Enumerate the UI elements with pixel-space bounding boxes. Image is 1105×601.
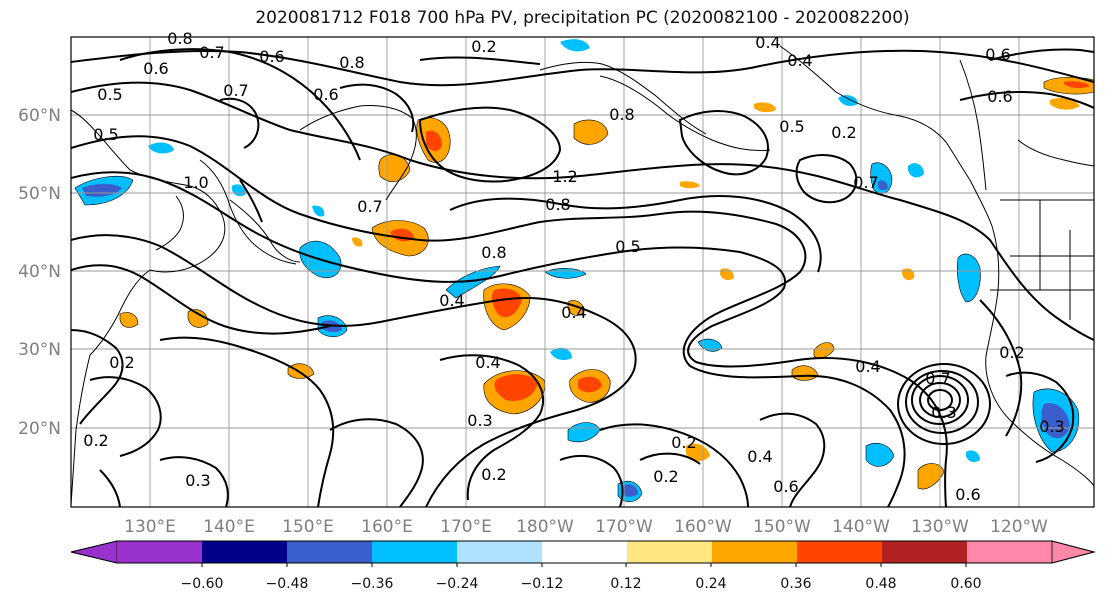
longitude-tick-label: 160°W — [674, 517, 732, 537]
colorbar-tick-labels: −0.60 −0.48 −0.36 −0.24 −0.12 0.12 0.24 0.36 0.4… — [181, 563, 982, 592]
contour-label: 0.4 — [475, 353, 500, 372]
contour-label: 0.4 — [747, 447, 772, 466]
colorbar-extend-min — [70, 540, 118, 564]
contour-label: 0.8 — [609, 105, 634, 124]
contour-label: 0.7 — [853, 173, 878, 192]
contour-label: 0.4 — [561, 303, 586, 322]
colorbar-swatch — [627, 541, 712, 563]
colorbar-swatch — [797, 541, 882, 563]
contour-label: 0.2 — [471, 37, 496, 56]
colorbar-tick-label: −0.48 — [266, 576, 309, 592]
precip-shading — [74, 39, 1094, 503]
colorbar-swatch — [457, 541, 542, 563]
contour-label: 1.0 — [183, 173, 208, 192]
latitude-tick-labels: 60°N 50°N 40°N 30°N 20°N — [18, 106, 61, 439]
contour-label: 0.2 — [83, 431, 108, 450]
contour-label: 0.4 — [439, 291, 464, 310]
contour-label: 0.7 — [925, 369, 950, 388]
colorbar-tick-label: 0.24 — [695, 576, 726, 592]
longitude-tick-label: 180°W — [516, 517, 574, 537]
colorbar — [70, 540, 1096, 564]
colorbar-swatch — [542, 541, 627, 563]
contour-label: 0.2 — [481, 465, 506, 484]
contour-label: 0.6 — [773, 477, 798, 496]
pv-contours — [71, 48, 1094, 507]
colorbar-tick-label: −0.60 — [181, 576, 224, 592]
latitude-tick-label: 50°N — [18, 184, 61, 204]
contour-label: 0.6 — [955, 485, 980, 504]
contour-label: 0.3 — [931, 403, 956, 422]
contour-label: 0.2 — [653, 467, 678, 486]
map-frame — [70, 36, 1095, 508]
contour-label: 0.3 — [185, 471, 210, 490]
contour-label: 0.5 — [615, 237, 640, 256]
contour-label: 0.4 — [787, 51, 812, 70]
contour-label: 0.2 — [831, 123, 856, 142]
coastlines — [71, 45, 1094, 506]
colorbar-tick-label: −0.36 — [351, 576, 394, 592]
contour-label: 0.6 — [987, 87, 1012, 106]
longitude-tick-labels: 130°E 140°E 150°E 160°E 170°E 180°W 170°W 160°W… — [124, 517, 1048, 537]
contour-label: 0.8 — [545, 195, 570, 214]
longitude-tick-label: 120°W — [990, 517, 1048, 537]
colorbar-tick-label: −0.24 — [436, 576, 479, 592]
longitude-tick-label: 170°W — [595, 517, 653, 537]
contour-label: 0.5 — [97, 85, 122, 104]
latitude-tick-label: 40°N — [18, 262, 61, 282]
contour-label: 0.7 — [199, 43, 224, 62]
longitude-tick-label: 150°E — [282, 517, 334, 537]
contour-label: 0.8 — [339, 53, 364, 72]
contour-label: 0.8 — [167, 29, 192, 48]
contour-label: 0.8 — [481, 243, 506, 262]
longitude-tick-label: 130°E — [124, 517, 176, 537]
contour-label: 1.2 — [552, 167, 577, 186]
contour-label: 0.6 — [259, 47, 284, 66]
contour-label: 0.6 — [313, 85, 338, 104]
colorbar-tick-label: −0.12 — [521, 576, 564, 592]
contour-label: 0.4 — [755, 33, 780, 52]
colorbar-outline — [70, 540, 1096, 564]
contour-label: 0.2 — [671, 433, 696, 452]
colorbar-swatch — [202, 541, 287, 563]
contour-label: 0.7 — [357, 197, 382, 216]
colorbar-tick-label: 0.12 — [610, 576, 641, 592]
contour-label: 0.5 — [93, 125, 118, 144]
longitude-tick-label: 130°W — [911, 517, 969, 537]
longitude-tick-label: 140°W — [832, 517, 890, 537]
contour-label: 0.4 — [855, 357, 880, 376]
colorbar-swatch — [882, 541, 967, 563]
contour-label: 0.5 — [779, 117, 804, 136]
contour-label: 0.3 — [1039, 417, 1064, 436]
colorbar-swatch — [287, 541, 372, 563]
colorbar-swatch — [712, 541, 797, 563]
colorbar-extend-max — [1051, 540, 1096, 564]
longitude-tick-label: 160°E — [361, 517, 413, 537]
contour-label: 0.3 — [467, 411, 492, 430]
longitude-tick-label: 170°E — [440, 517, 492, 537]
colorbar-tick-label: 0.36 — [780, 576, 811, 592]
longitude-tick-label: 150°W — [753, 517, 811, 537]
colorbar-swatch — [372, 541, 457, 563]
latitude-tick-label: 60°N — [18, 106, 61, 126]
colorbar-tick-label: 0.60 — [950, 576, 981, 592]
contour-label: 0.2 — [999, 343, 1024, 362]
latitude-tick-label: 30°N — [18, 340, 61, 360]
contour-label: 0.6 — [985, 45, 1010, 64]
colorbar-swatch — [967, 541, 1052, 563]
colorbar-swatch — [117, 541, 202, 563]
map-title: 2020081712 F018 700 hPa PV, precipitatio… — [255, 8, 910, 28]
contour-label: 0.6 — [143, 59, 168, 78]
contour-labels: 0.80.70.60.50.60.70.80.61.00.50.7 0.81.20… — [83, 29, 1064, 504]
latitude-tick-label: 20°N — [18, 419, 61, 439]
longitude-tick-label: 140°E — [203, 517, 255, 537]
contour-label: 0.2 — [109, 353, 134, 372]
contour-label: 0.7 — [223, 81, 248, 100]
colorbar-tick-label: 0.48 — [865, 576, 896, 592]
